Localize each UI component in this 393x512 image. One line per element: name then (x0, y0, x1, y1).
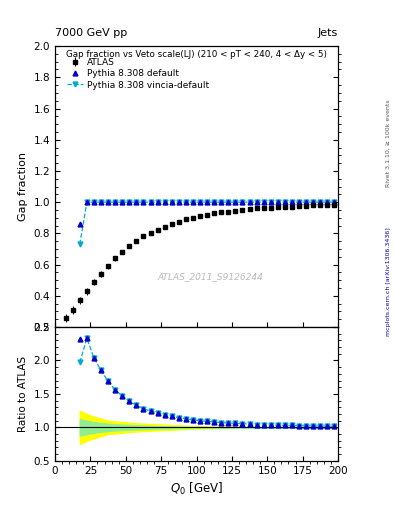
Y-axis label: Gap fraction: Gap fraction (18, 152, 28, 221)
Legend: ATLAS, Pythia 8.308 default, Pythia 8.308 vincia-default: ATLAS, Pythia 8.308 default, Pythia 8.30… (65, 56, 211, 91)
Text: Gap fraction vs Veto scale(LJ) (210 < pT < 240, 4 < Δy < 5): Gap fraction vs Veto scale(LJ) (210 < pT… (66, 50, 327, 59)
Text: 7000 GeV pp: 7000 GeV pp (55, 28, 127, 38)
Text: Jets: Jets (318, 28, 338, 38)
X-axis label: $Q_0$ [GeV]: $Q_0$ [GeV] (170, 481, 223, 497)
Y-axis label: Ratio to ATLAS: Ratio to ATLAS (18, 356, 28, 432)
Text: mcplots.cern.ch [arXiv:1306.3436]: mcplots.cern.ch [arXiv:1306.3436] (386, 227, 391, 336)
Text: ATLAS_2011_S9126244: ATLAS_2011_S9126244 (158, 272, 264, 281)
Text: Rivet 3.1.10, ≥ 100k events: Rivet 3.1.10, ≥ 100k events (386, 99, 391, 187)
